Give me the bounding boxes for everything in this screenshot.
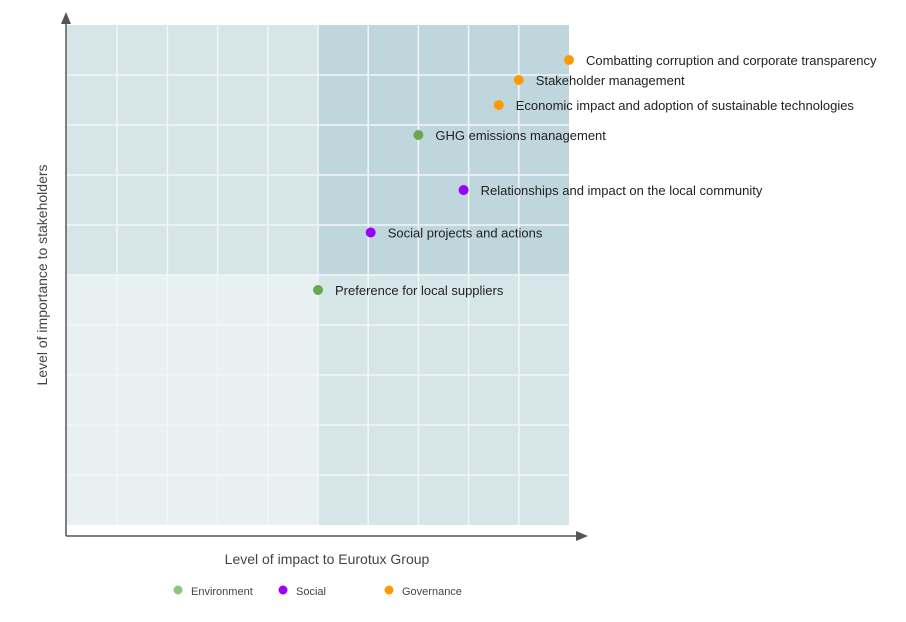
data-point-environment xyxy=(313,285,323,295)
quadrants xyxy=(67,25,569,525)
data-point-label: Stakeholder management xyxy=(536,73,685,88)
quadrant-high-impact-low-importance xyxy=(318,275,569,525)
grid xyxy=(67,25,569,525)
y-axis-label: Level of importance to stakeholders xyxy=(34,164,50,385)
legend-marker-governance xyxy=(384,585,394,595)
legend-label-environment: Environment xyxy=(191,586,253,598)
quadrant-high-high xyxy=(318,25,569,275)
data-point-social xyxy=(458,185,469,195)
data-point-label: Social projects and actions xyxy=(388,226,543,241)
x-axis-arrow-icon xyxy=(576,531,588,541)
x-axis-label: Level of impact to Eurotux Group xyxy=(225,551,430,567)
data-point-environment xyxy=(413,130,424,140)
legend-label-social: Social xyxy=(296,586,326,598)
y-axis-arrow-icon xyxy=(61,12,71,24)
data-point-governance xyxy=(513,75,524,85)
quadrant-low-impact-high-importance xyxy=(67,25,318,275)
data-points: Combatting corruption and corporate tran… xyxy=(313,53,877,298)
legend-marker-social xyxy=(278,585,288,595)
legend-marker-environment xyxy=(173,585,183,595)
data-point-label: GHG emissions management xyxy=(435,128,606,143)
legend-label-governance: Governance xyxy=(402,586,462,598)
data-point-label: Combatting corruption and corporate tran… xyxy=(586,53,877,68)
data-point-label: Preference for local suppliers xyxy=(335,283,504,298)
data-point-social xyxy=(365,227,376,238)
data-point-governance xyxy=(564,55,574,65)
data-point-governance xyxy=(493,100,504,110)
data-point-label: Relationships and impact on the local co… xyxy=(481,183,763,198)
axes xyxy=(61,12,588,541)
legend: Environment Social Governance xyxy=(173,585,462,598)
data-point-label: Economic impact and adoption of sustaina… xyxy=(516,98,855,113)
quadrant-low-low xyxy=(67,275,318,525)
